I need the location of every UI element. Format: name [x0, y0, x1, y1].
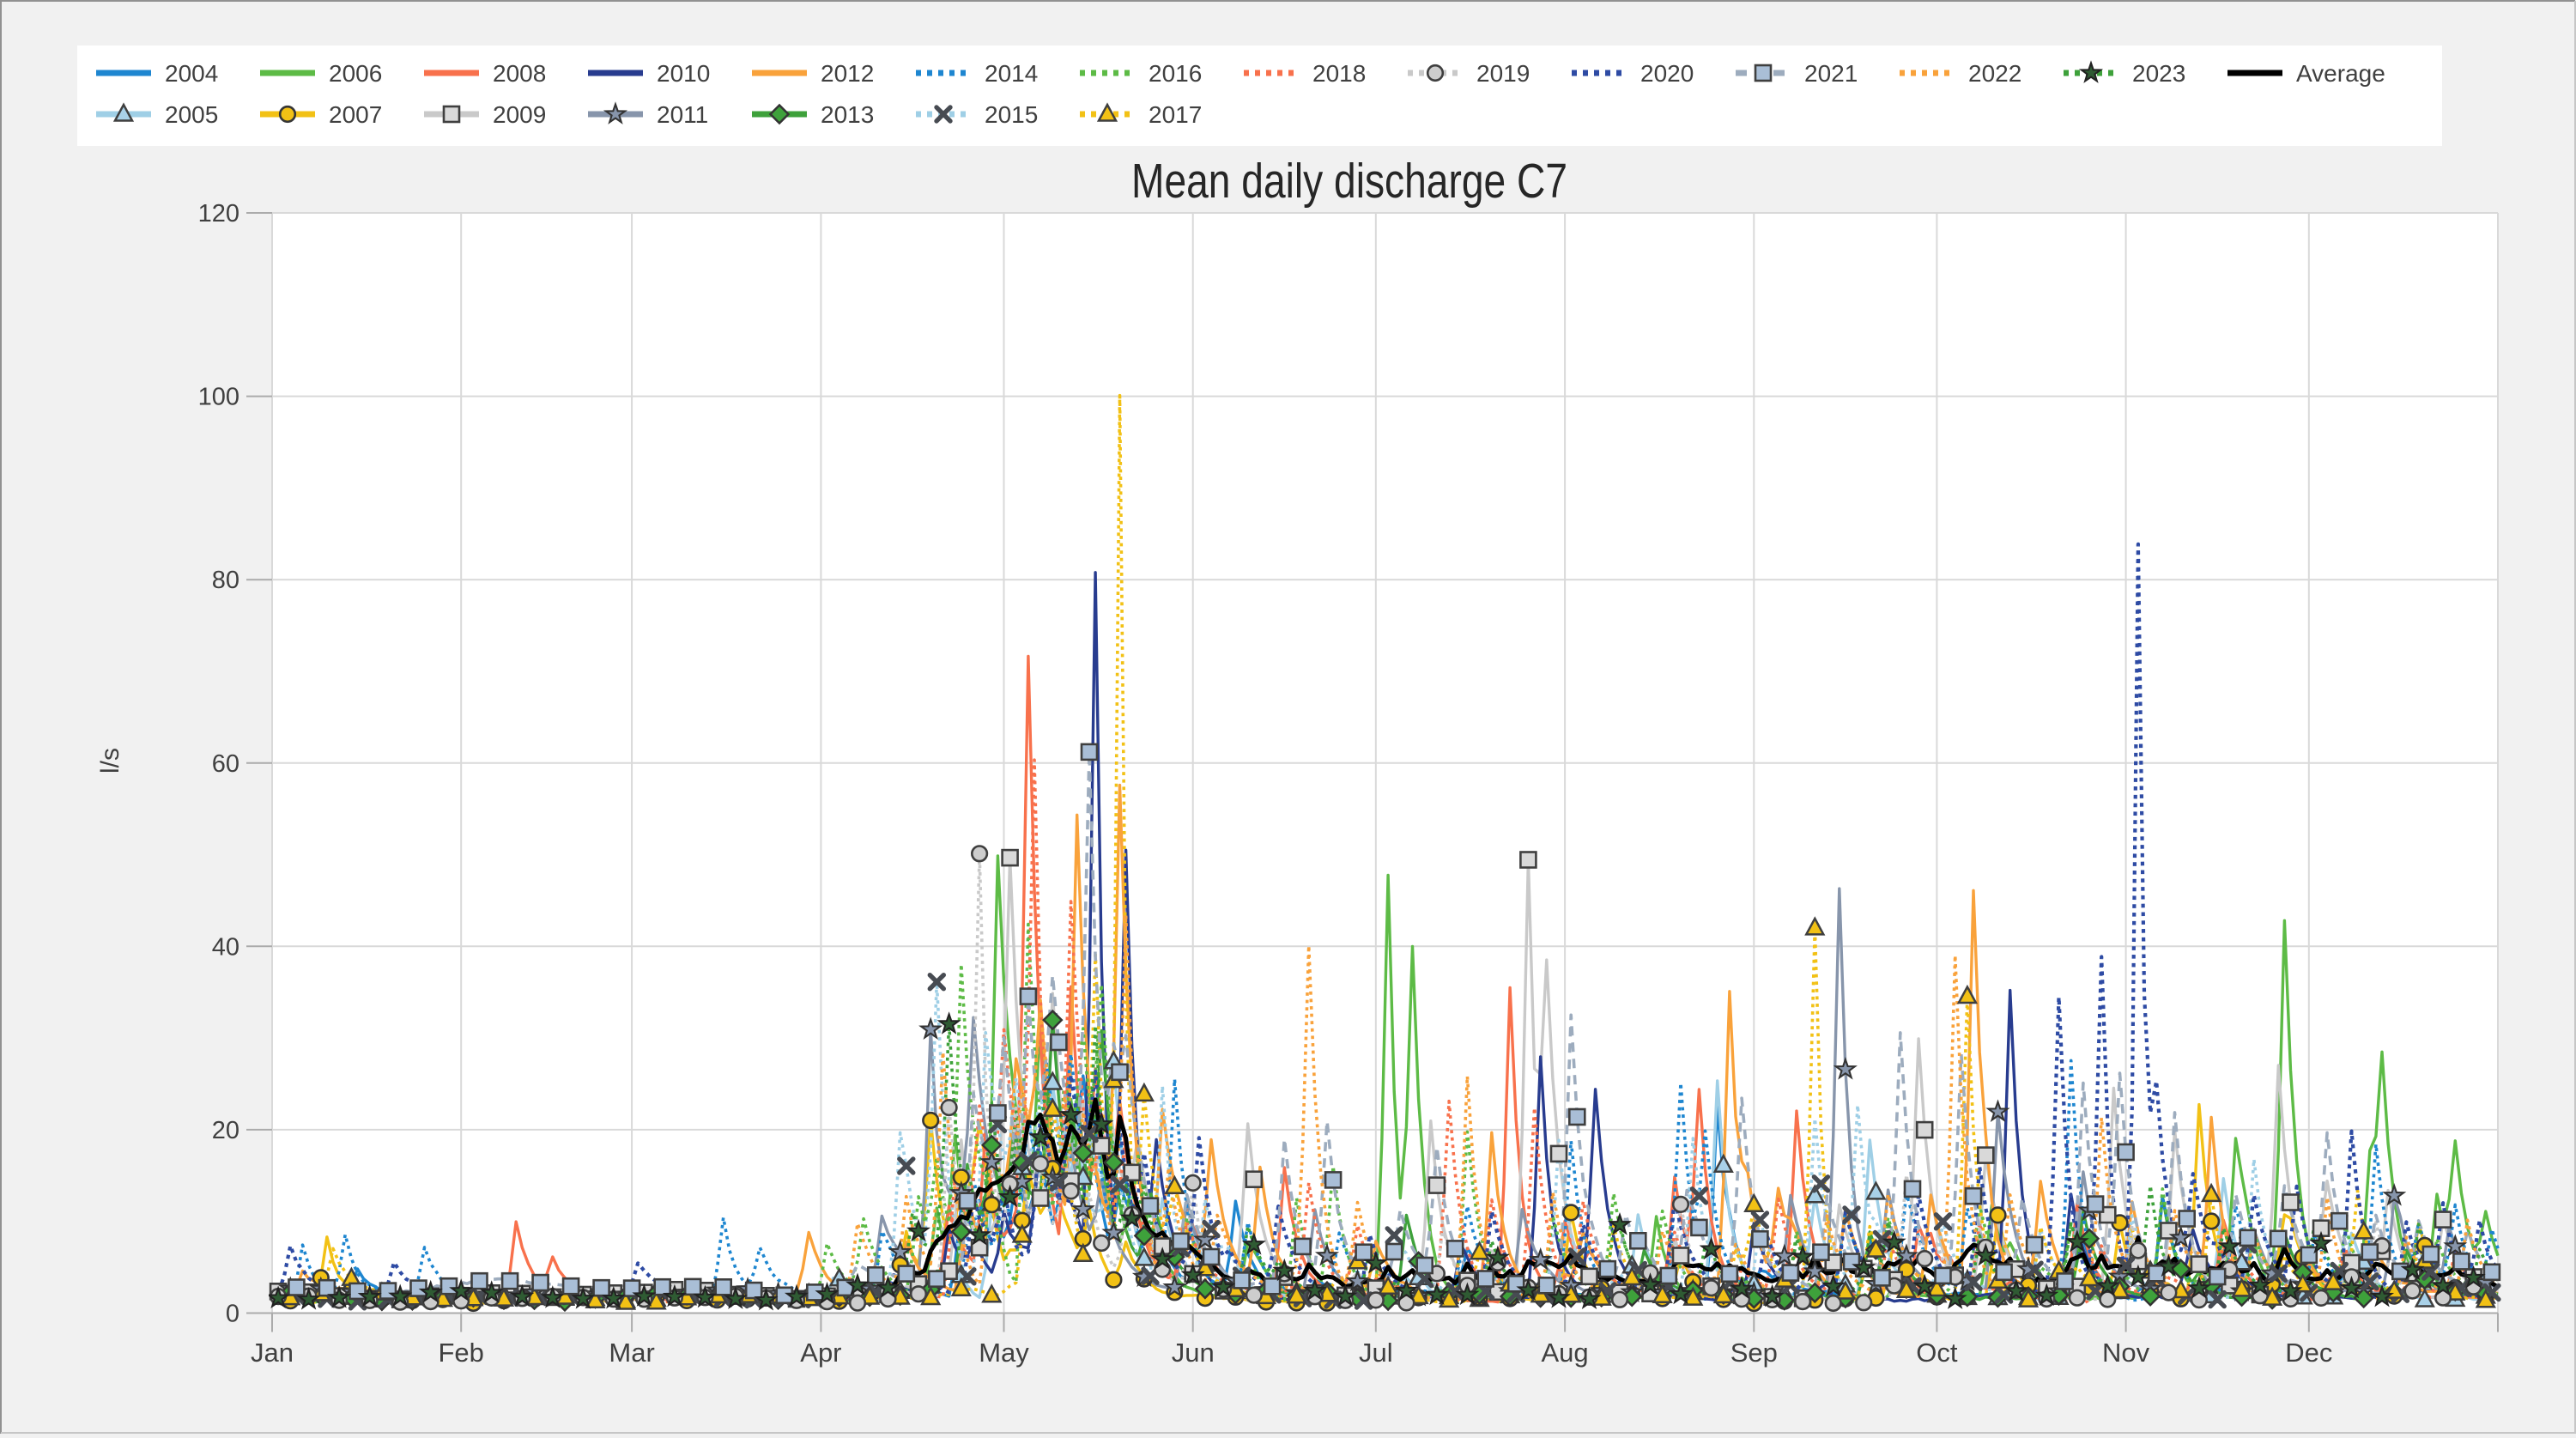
- svg-text:40: 40: [212, 933, 239, 961]
- svg-text:2019: 2019: [1476, 60, 1530, 87]
- svg-text:l/s: l/s: [96, 748, 124, 774]
- svg-text:Oct: Oct: [1916, 1338, 1958, 1368]
- svg-text:Mar: Mar: [609, 1338, 654, 1368]
- svg-text:Feb: Feb: [438, 1338, 483, 1368]
- svg-text:20: 20: [212, 1117, 239, 1144]
- svg-text:0: 0: [226, 1301, 239, 1328]
- svg-text:Jun: Jun: [1172, 1338, 1215, 1368]
- svg-text:Aug: Aug: [1542, 1338, 1589, 1368]
- svg-text:2020: 2020: [1640, 60, 1694, 87]
- svg-text:2014: 2014: [985, 60, 1038, 87]
- svg-text:2010: 2010: [657, 60, 710, 87]
- svg-text:Jan: Jan: [251, 1338, 294, 1368]
- svg-text:Dec: Dec: [2285, 1338, 2332, 1368]
- svg-text:2009: 2009: [493, 101, 546, 128]
- svg-text:Nov: Nov: [2102, 1338, 2150, 1368]
- svg-text:Mean daily discharge C7: Mean daily discharge C7: [1131, 154, 1567, 209]
- svg-text:2018: 2018: [1312, 60, 1366, 87]
- svg-text:120: 120: [198, 200, 239, 228]
- svg-text:2021: 2021: [1804, 60, 1858, 87]
- svg-text:Sep: Sep: [1730, 1338, 1778, 1368]
- svg-text:Apr: Apr: [800, 1338, 841, 1368]
- svg-text:2012: 2012: [821, 60, 874, 87]
- svg-text:2011: 2011: [657, 101, 708, 128]
- svg-text:2008: 2008: [493, 60, 546, 87]
- svg-text:2015: 2015: [985, 101, 1038, 128]
- svg-text:2004: 2004: [165, 60, 218, 87]
- svg-text:Jul: Jul: [1359, 1338, 1393, 1368]
- svg-text:2013: 2013: [821, 101, 874, 128]
- svg-text:May: May: [979, 1338, 1029, 1368]
- svg-text:2007: 2007: [329, 101, 382, 128]
- svg-text:2016: 2016: [1149, 60, 1202, 87]
- svg-text:2022: 2022: [1968, 60, 2021, 87]
- svg-text:2006: 2006: [329, 60, 382, 87]
- svg-text:2023: 2023: [2132, 60, 2185, 87]
- svg-text:2005: 2005: [165, 101, 218, 128]
- svg-text:80: 80: [212, 567, 239, 594]
- svg-text:2017: 2017: [1149, 101, 1202, 128]
- svg-text:100: 100: [198, 384, 239, 411]
- svg-text:Average: Average: [2296, 60, 2385, 87]
- svg-text:60: 60: [212, 750, 239, 778]
